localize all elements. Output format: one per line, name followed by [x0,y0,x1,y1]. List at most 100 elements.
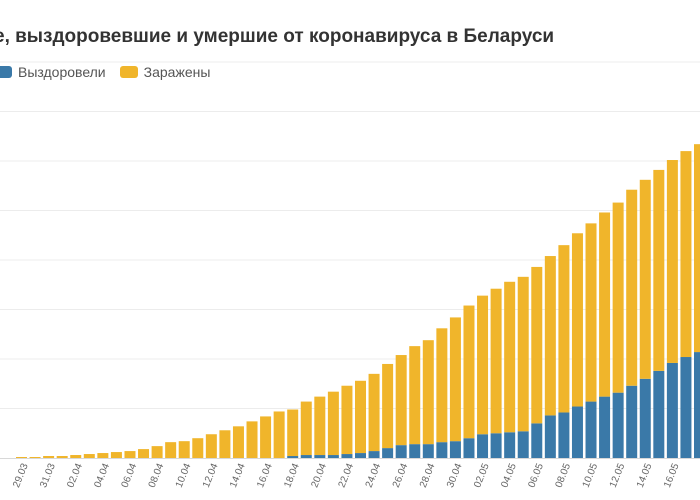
legend-item-infected[interactable]: Заражены [119,64,210,80]
bar-infected-01.05[interactable] [463,305,475,439]
bar-recovered-11.05[interactable] [599,396,611,458]
bar-recovered-19.04[interactable] [300,455,312,458]
bar-infected-17.05[interactable] [680,151,692,358]
bar-infected-06.04[interactable] [124,451,136,458]
bar-infected-13.05[interactable] [626,189,638,386]
bar-infected-01.04[interactable] [56,456,68,458]
x-tick-label: 31.03 [38,462,58,490]
bar-infected-12.05[interactable] [612,202,624,393]
bar-recovered-16.05[interactable] [666,362,678,458]
x-tick-label: 06.04 [120,462,140,490]
bar-recovered-10.05[interactable] [585,401,597,458]
bar-infected-18.05[interactable] [694,144,700,353]
bar-infected-16.04[interactable] [260,416,272,458]
legend-label-recovered: Выздоровели [18,64,106,80]
bar-recovered-18.04[interactable] [287,456,299,458]
bar-infected-30.03[interactable] [29,457,41,458]
x-tick-label: 10.04 [174,462,194,490]
bar-infected-08.04[interactable] [151,446,163,458]
bar-infected-16.05[interactable] [666,160,678,363]
bar-infected-12.04[interactable] [205,434,217,458]
bar-recovered-05.05[interactable] [517,431,529,458]
bar-recovered-02.05[interactable] [477,434,489,458]
bar-recovered-25.04[interactable] [382,448,394,458]
bar-infected-03.04[interactable] [83,454,95,458]
bar-infected-11.04[interactable] [192,438,204,458]
bar-infected-13.04[interactable] [219,430,231,458]
bar-infected-15.04[interactable] [246,421,258,458]
bar-recovered-29.04[interactable] [436,442,448,458]
bar-infected-31.03[interactable] [43,456,55,458]
bar-recovered-28.04[interactable] [422,444,434,458]
bar-infected-15.05[interactable] [653,169,665,371]
bar-infected-26.04[interactable] [395,355,407,446]
bar-recovered-24.04[interactable] [368,451,380,458]
bars [16,144,700,458]
bar-infected-07.05[interactable] [544,256,556,416]
bar-infected-14.05[interactable] [639,179,651,379]
bar-infected-22.04[interactable] [341,385,353,455]
bar-infected-04.04[interactable] [97,453,109,458]
bar-recovered-27.04[interactable] [409,444,421,458]
x-tick-label: 12.04 [201,462,221,490]
x-tick-label: 02.05 [472,462,492,490]
legend-swatch-infected [119,66,138,78]
bar-recovered-20.04[interactable] [314,455,326,458]
bar-infected-05.05[interactable] [517,276,529,432]
bar-recovered-06.05[interactable] [531,423,543,458]
bar-recovered-03.05[interactable] [490,433,502,458]
x-tick-label: 14.04 [228,462,248,490]
bar-recovered-22.04[interactable] [341,454,353,458]
bar-recovered-30.04[interactable] [449,441,461,458]
bar-infected-14.04[interactable] [232,426,244,458]
bar-infected-03.05[interactable] [490,288,502,434]
bar-infected-09.04[interactable] [165,442,177,458]
bar-infected-20.04[interactable] [314,396,326,456]
bar-infected-28.04[interactable] [422,340,434,445]
legend-item-recovered[interactable]: Выздоровели [0,64,106,80]
bar-infected-06.05[interactable] [531,266,543,424]
bar-recovered-21.04[interactable] [327,455,339,458]
bar-recovered-18.05[interactable] [694,352,700,458]
x-tick-label: 14.05 [635,462,655,490]
bar-infected-10.04[interactable] [178,441,190,458]
x-tick-label: 04.05 [499,462,519,490]
bar-infected-18.04[interactable] [287,409,299,457]
bar-infected-11.05[interactable] [599,212,611,397]
bar-infected-17.04[interactable] [273,411,285,458]
bar-infected-10.05[interactable] [585,223,597,402]
bar-infected-25.04[interactable] [382,363,394,449]
bar-recovered-14.05[interactable] [639,378,651,458]
bar-recovered-23.04[interactable] [355,453,366,458]
bar-infected-09.05[interactable] [571,233,583,407]
bar-infected-30.04[interactable] [449,317,461,442]
bar-infected-04.05[interactable] [504,281,516,433]
bar-infected-08.05[interactable] [558,245,570,413]
bar-infected-02.05[interactable] [477,295,489,435]
bar-recovered-01.05[interactable] [463,438,475,458]
bar-recovered-04.05[interactable] [504,432,516,458]
bar-infected-21.04[interactable] [327,391,339,456]
bar-recovered-12.05[interactable] [612,392,624,458]
bar-recovered-26.04[interactable] [395,445,407,458]
bar-infected-19.04[interactable] [300,401,312,456]
bar-infected-29.03[interactable] [16,457,27,458]
bar-infected-29.04[interactable] [436,328,448,443]
chart-title: е, выздоровевшие и умершие от коронавиру… [0,26,555,47]
bar-recovered-17.05[interactable] [680,357,692,458]
bar-recovered-13.05[interactable] [626,385,638,458]
grid-lines [0,61,700,409]
bar-infected-02.04[interactable] [70,455,82,458]
bar-infected-27.04[interactable] [409,346,421,445]
bar-recovered-07.05[interactable] [544,415,556,458]
bar-infected-05.04[interactable] [110,452,122,458]
bar-infected-07.04[interactable] [138,449,150,458]
legend-swatch-recovered [0,66,12,78]
bar-recovered-15.05[interactable] [653,370,665,458]
bar-recovered-08.05[interactable] [558,412,570,458]
bar-infected-24.04[interactable] [368,373,380,452]
x-tick-label: 24.04 [364,462,384,490]
x-axis-ticks: 29.03 31.03 02.04 04.04 06.04 08.04 10.04 12.04… [11,462,682,490]
bar-infected-23.04[interactable] [355,380,366,454]
bar-recovered-09.05[interactable] [571,406,583,458]
